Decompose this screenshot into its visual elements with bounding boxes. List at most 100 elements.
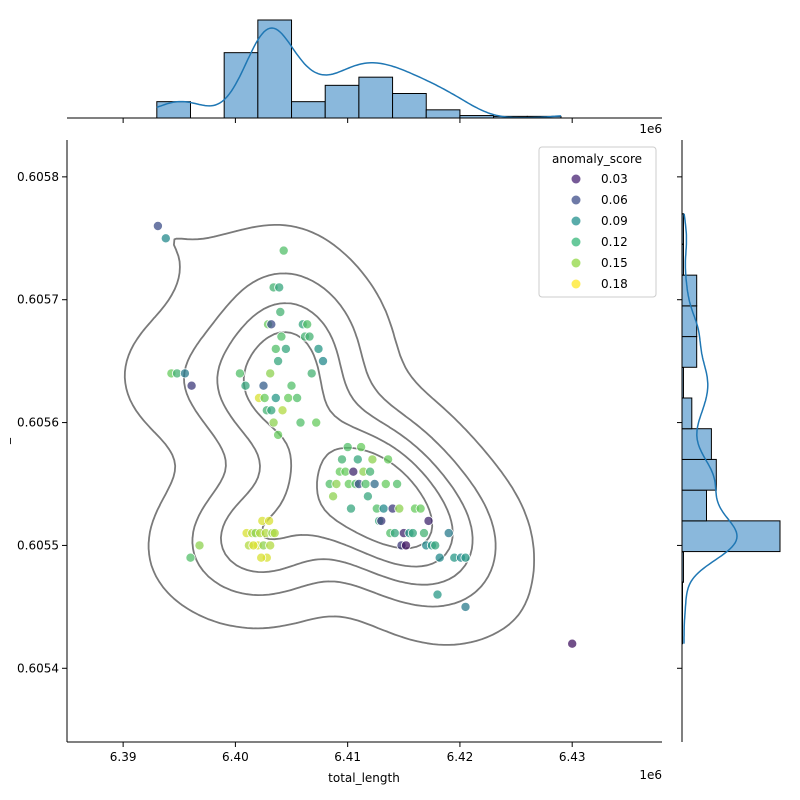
- scatter-point: [336, 454, 347, 465]
- scatter-point: [277, 405, 288, 416]
- scatter-point: [274, 282, 285, 293]
- scatter-point: [304, 331, 315, 342]
- scatter-point: [185, 552, 196, 563]
- scatter-point: [407, 528, 418, 539]
- scatter-point: [280, 343, 291, 354]
- scatter-point: [152, 220, 163, 231]
- scatter-point: [567, 638, 578, 649]
- kde-contours: [123, 224, 535, 646]
- scatter-point: [460, 552, 471, 563]
- top-hist-bar: [324, 84, 360, 119]
- scatter-point: [194, 540, 205, 551]
- y-tick-label: 0.6056: [17, 416, 59, 430]
- scatter-point: [258, 380, 269, 391]
- scatter-points: [152, 220, 578, 649]
- scatter-point: [273, 356, 284, 367]
- scatter-point: [256, 552, 267, 563]
- x-tick-label: 6.42: [447, 750, 474, 764]
- kde-contour-line: [123, 224, 535, 646]
- scatter-point: [275, 306, 286, 317]
- scatter-point: [342, 442, 353, 453]
- scatter-point: [264, 515, 275, 526]
- scatter-point: [360, 478, 371, 489]
- scatter-point: [160, 233, 171, 244]
- legend: anomaly_score 0.03 0.06 0.09 0.12 0.15 0.18: [538, 146, 657, 298]
- x-tick-label: 6.41: [334, 750, 361, 764]
- top-x-offset-label: 1e6: [639, 122, 662, 136]
- right-kde-curve: [683, 213, 738, 644]
- scatter-point: [352, 454, 363, 465]
- right-hist-bar: [681, 305, 698, 338]
- scatter-point: [248, 540, 259, 551]
- legend-marker: [571, 237, 581, 247]
- scatter-point: [362, 491, 373, 502]
- x-tick-label: 6.40: [222, 750, 249, 764]
- main-axes: [66, 140, 662, 743]
- scatter-point: [269, 528, 280, 539]
- scatter-point: [345, 503, 356, 514]
- legend-marker: [571, 195, 581, 205]
- scatter-point: [179, 368, 190, 379]
- y-axis-ticks: 0.6054 0.6055 0.6056 0.6057 0.6058: [17, 170, 682, 675]
- right-hist-bar: [681, 397, 693, 430]
- scatter-point: [389, 528, 400, 539]
- x-tick-label: 6.39: [110, 750, 137, 764]
- scatter-point: [283, 392, 294, 403]
- scatter-point: [273, 429, 284, 440]
- legend-label: 0.15: [601, 256, 628, 270]
- y-axis-label: _: [0, 437, 11, 445]
- scatter-point: [311, 417, 322, 428]
- right-hist-bar: [681, 458, 717, 491]
- scatter-point: [266, 319, 277, 330]
- legend-label: 0.12: [601, 235, 628, 249]
- scatter-point: [434, 552, 445, 563]
- legend-title: anomaly_score: [552, 152, 642, 166]
- y-tick-label: 0.6058: [17, 170, 59, 184]
- x-offset-label: 1e6: [639, 768, 662, 782]
- scatter-point: [365, 466, 376, 477]
- top-marginal-histogram: [156, 19, 562, 119]
- x-axis-label: total_length: [328, 771, 400, 785]
- scatter-point: [270, 343, 281, 354]
- scatter-point: [432, 589, 443, 600]
- scatter-point: [378, 503, 389, 514]
- scatter-point: [380, 478, 391, 489]
- scatter-point: [266, 405, 277, 416]
- scatter-point: [423, 515, 434, 526]
- scatter-point: [383, 454, 394, 465]
- scatter-point: [295, 417, 306, 428]
- scatter-point: [430, 540, 441, 551]
- top-hist-bar: [392, 93, 427, 119]
- scatter-point: [286, 380, 297, 391]
- legend-label: 0.18: [601, 277, 628, 291]
- legend-marker: [571, 174, 581, 184]
- top-hist-bar: [425, 109, 461, 119]
- main-scatter-plot: 6.39 6.40 6.41 6.42 6.43 0.60540.60550.60560…: [0, 118, 682, 785]
- scatter-point: [302, 319, 313, 330]
- scatter-point: [268, 417, 279, 428]
- top-hist-bar: [156, 101, 191, 119]
- scatter-point: [276, 331, 287, 342]
- scatter-point: [265, 368, 276, 379]
- scatter-point: [265, 540, 276, 551]
- scatter-point: [306, 368, 317, 379]
- right-marginal-histogram: [681, 213, 781, 645]
- top-hist-bar: [223, 52, 259, 119]
- scatter-point: [394, 503, 405, 514]
- scatter-point: [443, 528, 454, 539]
- legend-label: 0.09: [601, 214, 628, 228]
- scatter-point: [356, 442, 367, 453]
- kde-contour-line: [183, 272, 497, 608]
- top-hist-bar: [358, 76, 394, 119]
- scatter-point: [418, 528, 429, 539]
- scatter-point: [392, 478, 403, 489]
- scatter-point: [331, 478, 342, 489]
- scatter-point: [186, 380, 197, 391]
- scatter-point: [415, 503, 426, 514]
- scatter-point: [400, 540, 411, 551]
- kde-contour-line: [216, 302, 474, 586]
- legend-marker: [571, 279, 581, 289]
- scatter-point: [317, 356, 328, 367]
- scatter-point: [367, 454, 378, 465]
